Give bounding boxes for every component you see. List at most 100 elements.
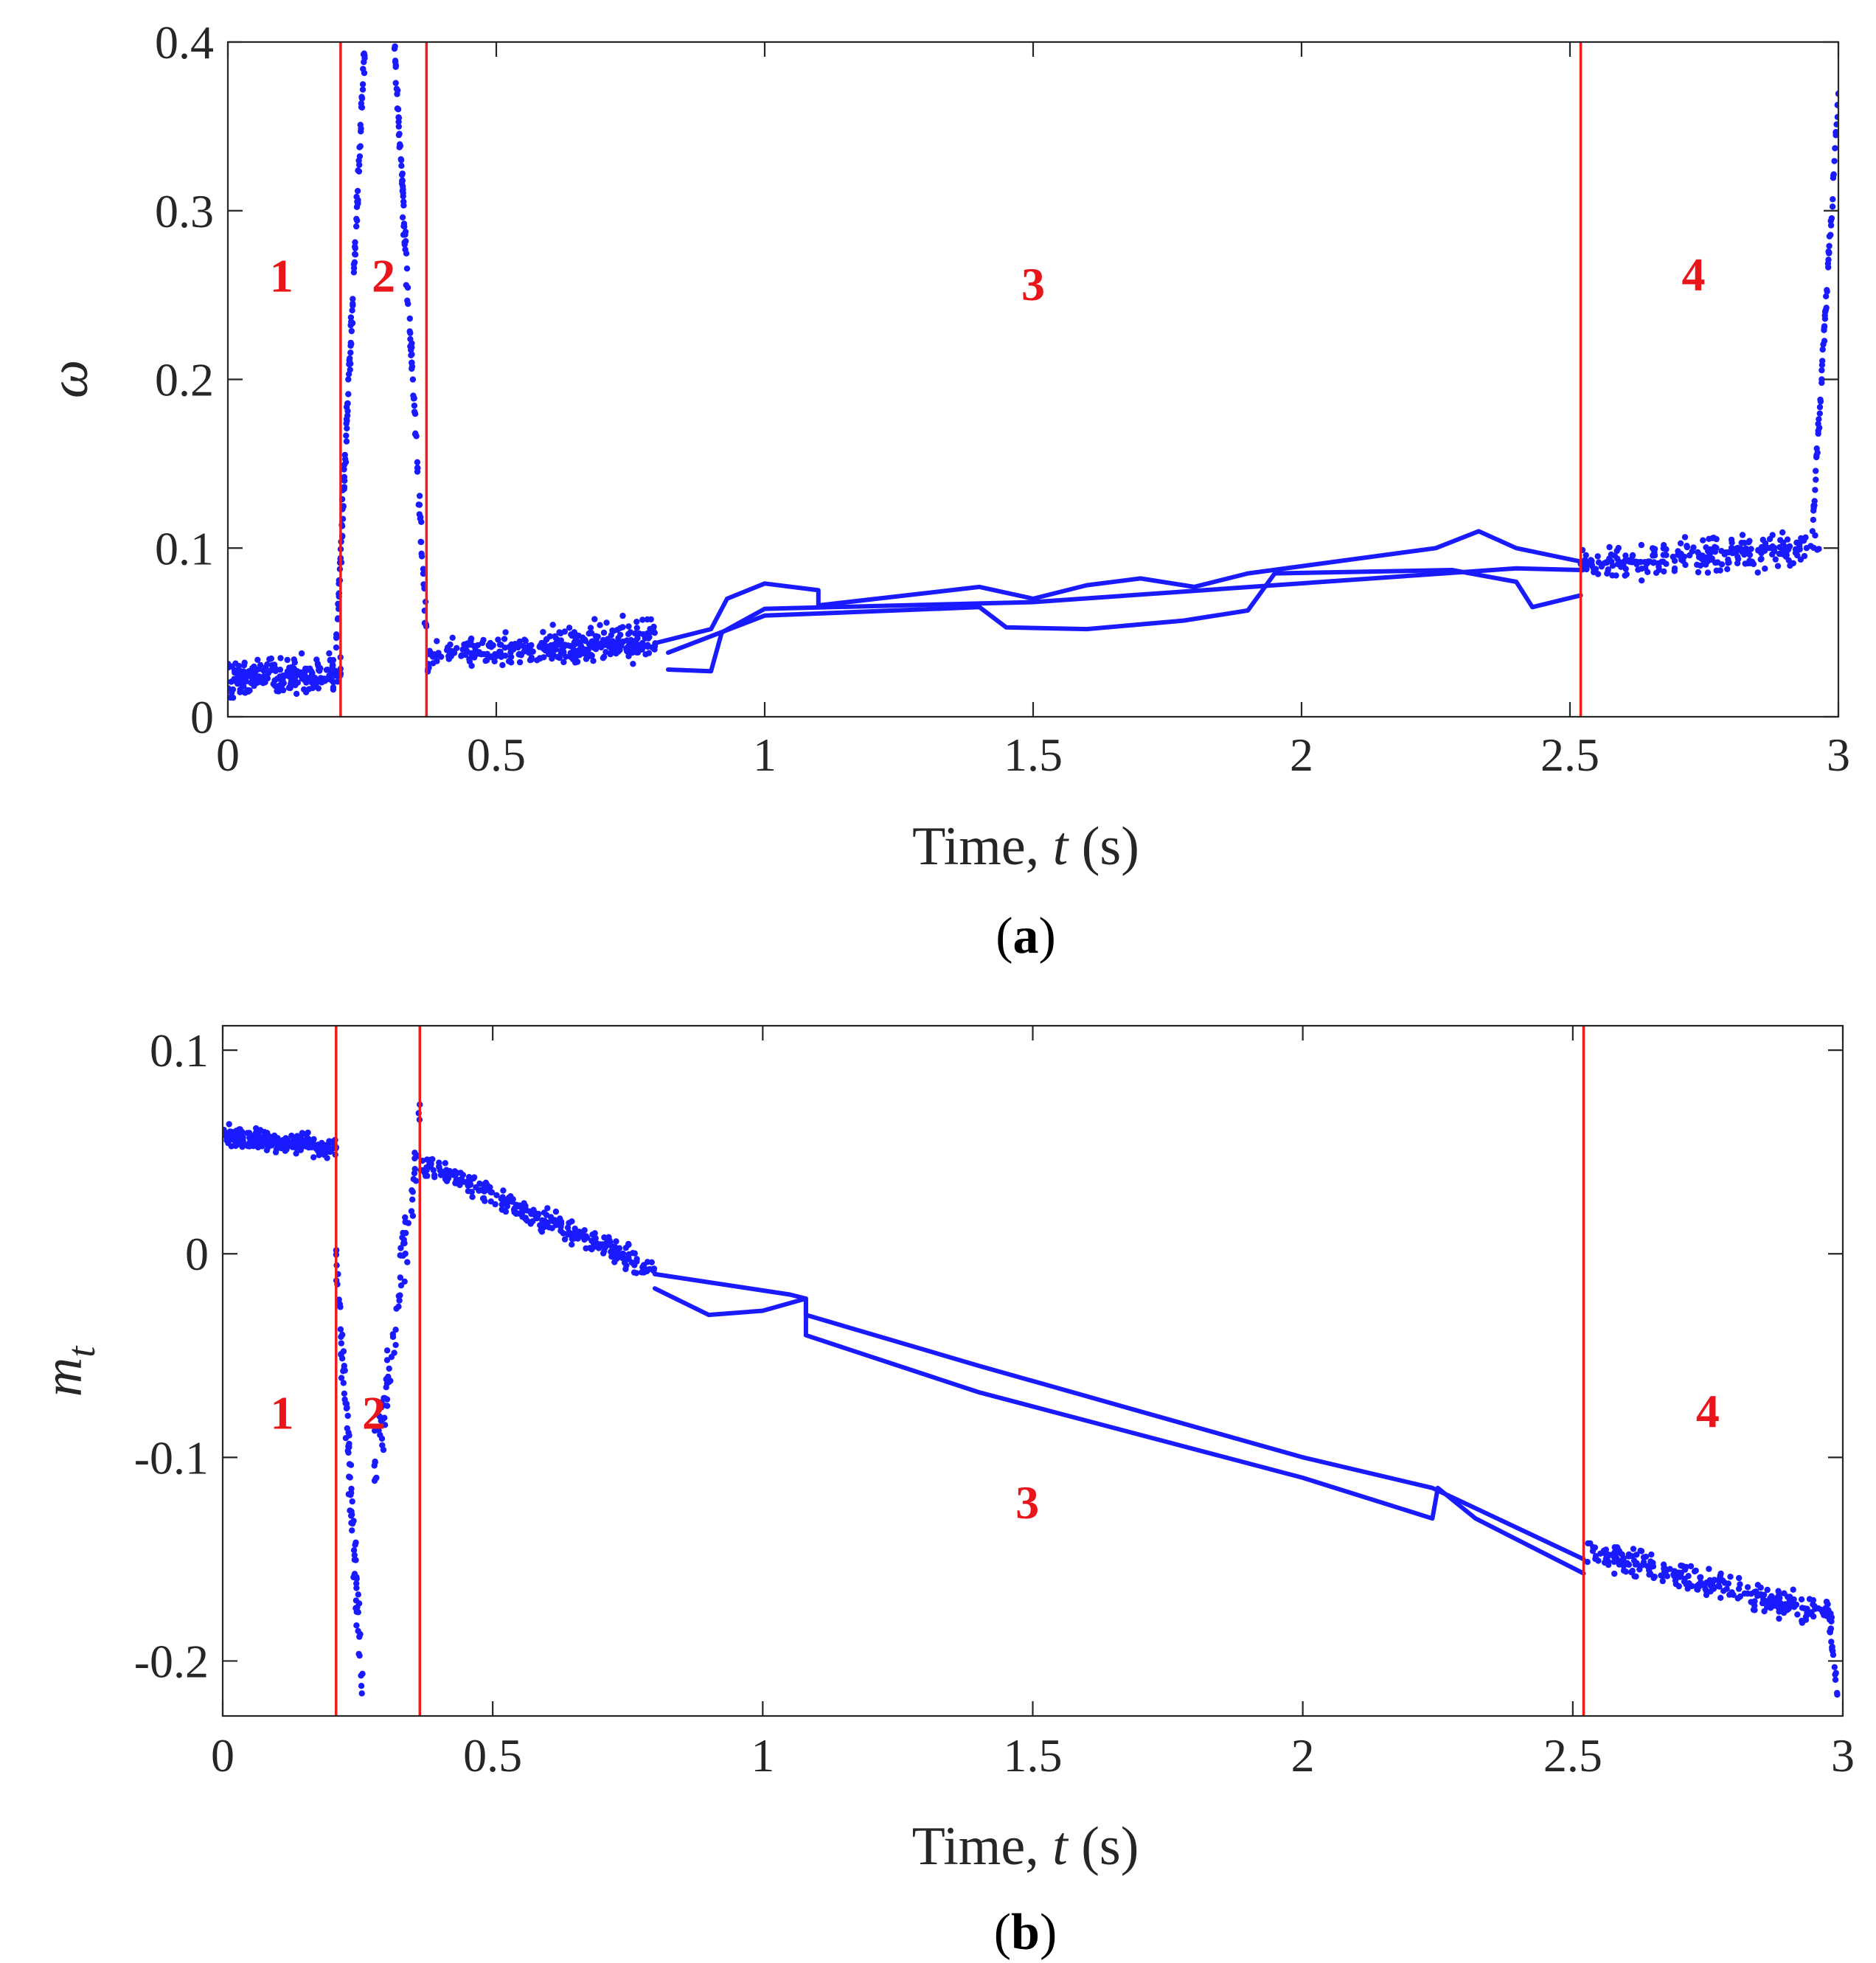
data-point bbox=[1818, 379, 1825, 386]
data-point bbox=[588, 652, 594, 659]
data-point bbox=[1632, 558, 1639, 565]
data-point bbox=[586, 630, 592, 637]
data-point bbox=[1601, 1559, 1608, 1566]
data-point bbox=[590, 658, 597, 664]
data-point bbox=[352, 243, 358, 250]
data-point bbox=[1717, 567, 1723, 574]
data-point bbox=[1681, 1578, 1688, 1585]
data-point bbox=[640, 630, 647, 638]
data-point bbox=[492, 1201, 498, 1208]
data-point bbox=[560, 659, 567, 666]
data-point bbox=[1706, 550, 1714, 557]
data-point bbox=[1677, 540, 1684, 546]
data-point bbox=[273, 1141, 279, 1147]
data-point bbox=[1583, 552, 1589, 559]
data-point bbox=[1629, 552, 1636, 559]
data-point bbox=[252, 673, 259, 680]
data-point bbox=[647, 616, 654, 623]
data-point bbox=[353, 1580, 360, 1587]
data-point bbox=[607, 651, 614, 658]
data-point bbox=[493, 653, 500, 659]
data-point bbox=[1813, 476, 1819, 483]
data-point bbox=[1720, 1577, 1726, 1584]
data-point bbox=[226, 1121, 232, 1128]
y-tick-label: 0.4 bbox=[155, 16, 214, 69]
data-point bbox=[349, 1527, 355, 1534]
data-point bbox=[1650, 552, 1656, 559]
data-point bbox=[260, 667, 267, 674]
data-point bbox=[349, 1520, 356, 1527]
data-point bbox=[1698, 555, 1705, 563]
x-tick-label: 3 bbox=[1827, 729, 1850, 781]
data-point bbox=[378, 1404, 385, 1411]
data-point bbox=[228, 1130, 234, 1137]
data-point bbox=[1725, 549, 1732, 556]
data-point bbox=[616, 625, 624, 631]
data-point bbox=[1642, 1553, 1650, 1560]
data-point bbox=[633, 1256, 640, 1262]
data-point bbox=[1739, 532, 1746, 538]
data-point bbox=[1810, 544, 1817, 552]
data-point bbox=[1734, 560, 1741, 566]
data-point bbox=[392, 36, 397, 42]
data-point bbox=[399, 170, 406, 177]
data-point bbox=[412, 1178, 420, 1184]
data-point bbox=[1685, 1573, 1692, 1580]
data-point bbox=[1737, 546, 1745, 552]
data-point bbox=[1832, 129, 1838, 136]
data-point bbox=[1594, 553, 1601, 560]
plot-area bbox=[228, 36, 1838, 717]
data-point bbox=[423, 1167, 430, 1174]
region-label-2: 2 bbox=[362, 1387, 386, 1439]
data-point bbox=[416, 493, 423, 499]
data-point bbox=[1736, 1574, 1743, 1582]
data-point bbox=[240, 683, 247, 689]
data-point bbox=[266, 656, 273, 663]
data-point bbox=[434, 638, 440, 645]
data-point bbox=[348, 1512, 355, 1519]
data-point bbox=[223, 1127, 227, 1133]
data-point bbox=[411, 402, 418, 409]
data-point bbox=[1695, 549, 1702, 557]
data-point bbox=[1825, 264, 1832, 271]
data-point bbox=[326, 673, 333, 679]
data-point bbox=[383, 1347, 391, 1354]
data-point bbox=[1823, 293, 1830, 299]
data-point bbox=[355, 201, 361, 207]
data-point bbox=[487, 1184, 493, 1191]
trend-line-0 bbox=[655, 529, 1583, 645]
x-tick-label: 1 bbox=[751, 1729, 774, 1782]
scatter-series-4 bbox=[1584, 1540, 1835, 1633]
data-point bbox=[1815, 420, 1821, 427]
data-point bbox=[650, 623, 657, 630]
scatter-series-2 bbox=[371, 1101, 423, 1484]
data-point bbox=[341, 466, 347, 473]
data-point bbox=[353, 1585, 360, 1591]
data-point bbox=[560, 1230, 566, 1237]
data-point bbox=[347, 342, 354, 349]
data-point bbox=[516, 659, 524, 666]
data-point bbox=[574, 653, 580, 659]
data-point bbox=[1655, 560, 1661, 567]
data-point bbox=[499, 661, 506, 669]
data-point bbox=[349, 1498, 355, 1505]
panel-caption: (a) bbox=[996, 908, 1056, 965]
data-point bbox=[1757, 556, 1764, 563]
data-point bbox=[632, 630, 639, 637]
data-point bbox=[345, 391, 352, 397]
data-point bbox=[352, 1557, 359, 1563]
data-point bbox=[282, 1147, 288, 1154]
data-point bbox=[302, 1130, 308, 1138]
data-point bbox=[1810, 516, 1817, 524]
data-point bbox=[303, 1141, 310, 1147]
data-point bbox=[613, 1238, 619, 1245]
data-point bbox=[1642, 565, 1649, 571]
data-point bbox=[361, 69, 368, 77]
data-point bbox=[400, 1237, 407, 1243]
data-point bbox=[1823, 305, 1830, 311]
data-point bbox=[1734, 1595, 1741, 1602]
data-point bbox=[1786, 1599, 1793, 1606]
data-point bbox=[358, 104, 365, 111]
data-point bbox=[323, 667, 330, 673]
region-label-2: 2 bbox=[372, 250, 395, 302]
